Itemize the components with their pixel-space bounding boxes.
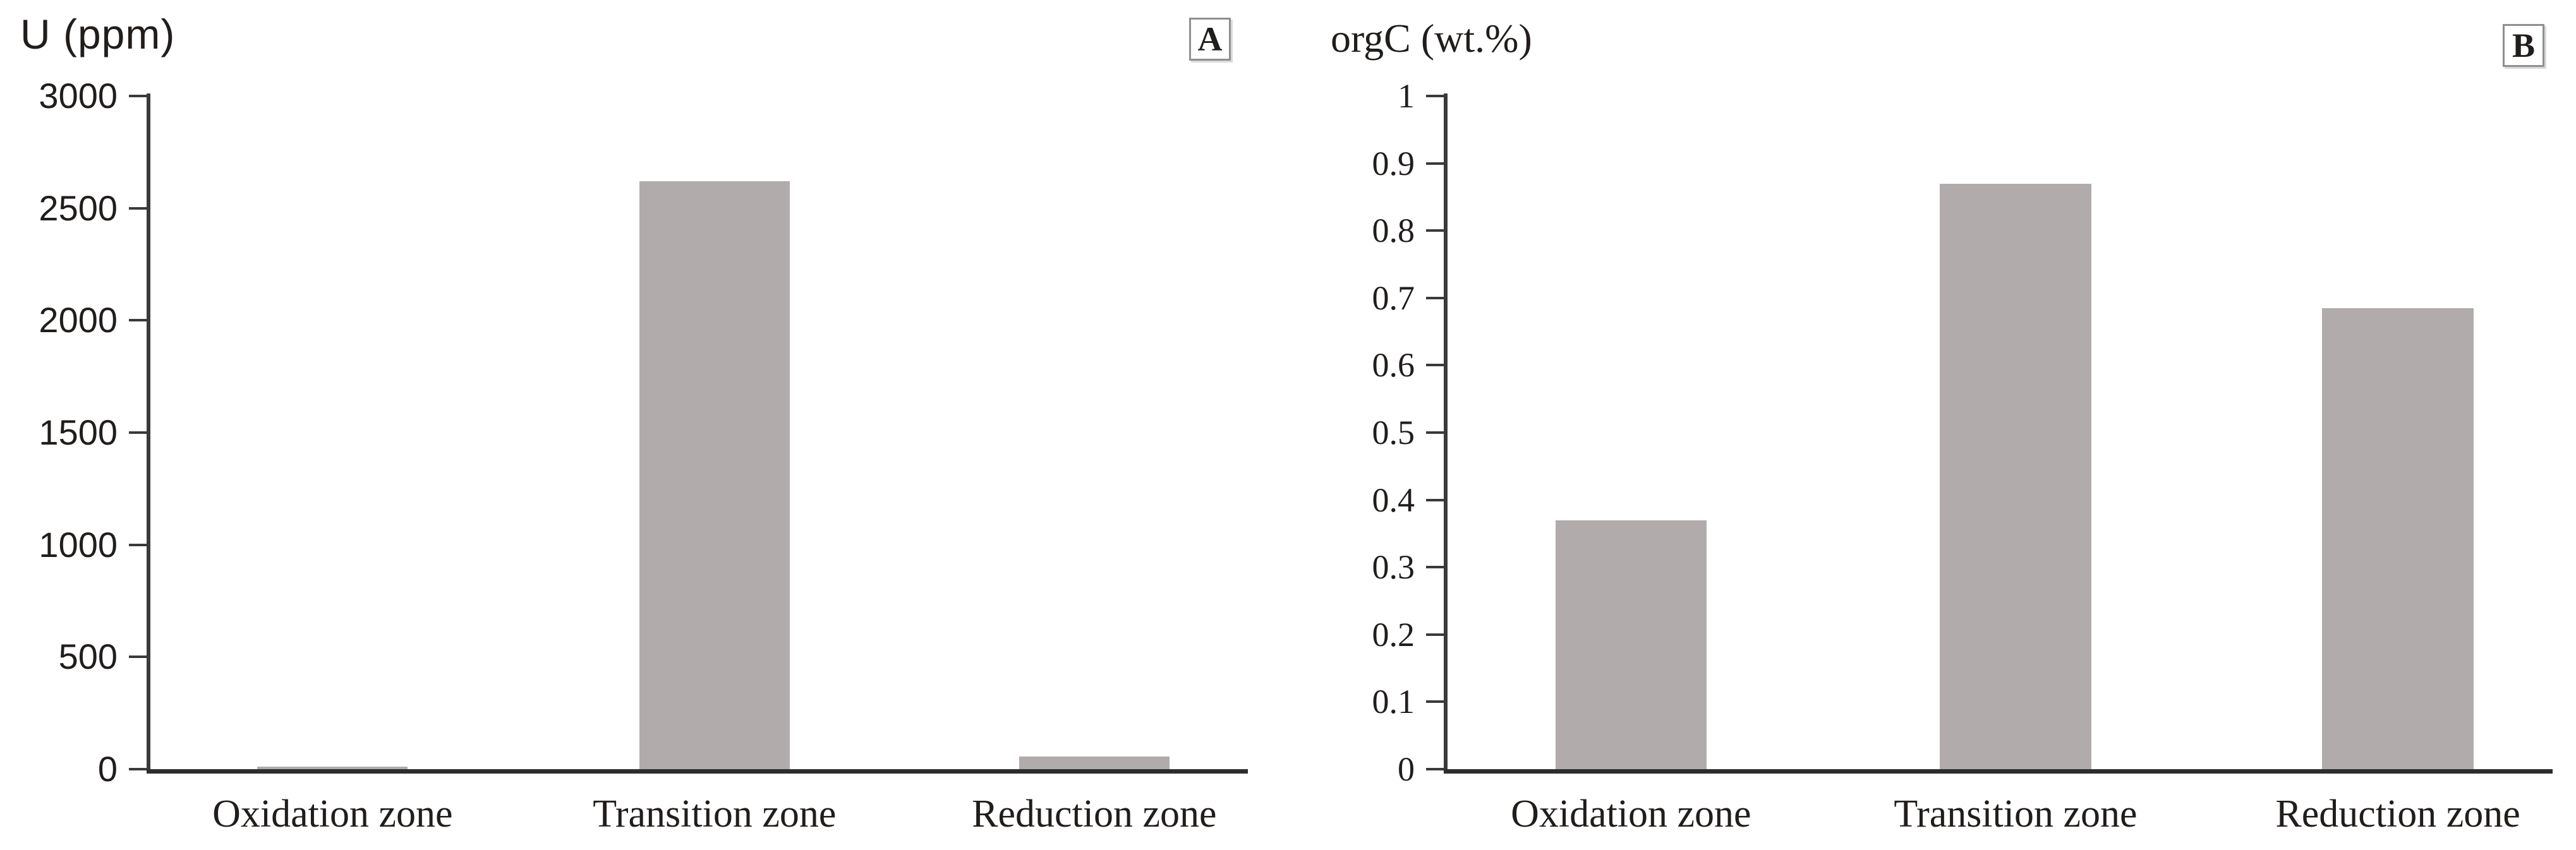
y-tick-label: 1 [1398,77,1415,115]
y-tick-mark [1426,162,1444,165]
x-axis-line [1444,769,2553,774]
x-category-label: Transition zone [1894,793,2138,835]
axis-title-u-ppm: U (ppm) [20,11,176,57]
y-tick-label: 0.2 [1372,615,1415,654]
y-tick-mark [1426,431,1444,434]
y-tick-label: 1500 [39,412,118,452]
bar-transition-zone [639,181,790,769]
bar-transition-zone [1940,183,2091,769]
y-tick-label: 2500 [39,188,118,228]
y-axis-line [147,93,150,774]
x-category-label: Oxidation zone [1511,793,1751,835]
bar-oxidation-zone [257,767,408,769]
y-tick-label: 0.1 [1372,683,1415,721]
y-tick-label: 0 [1398,750,1415,788]
y-tick-mark [129,431,147,434]
y-tick-label: 0.4 [1372,481,1415,519]
y-tick-label: 0.9 [1372,144,1415,183]
y-tick-label: 0.3 [1372,548,1415,587]
y-tick-label: 2000 [39,300,118,340]
y-tick-mark [129,768,147,770]
bar-chart-orgc: 1 0.9 0.8 0.7 0.6 0.5 0.4 0.3 0.2 0.1 0 Oxidation z… [1372,79,2553,835]
y-tick-mark [1426,768,1444,770]
panel-label-a: A [1189,18,1231,61]
y-tick-label: 1000 [39,524,118,565]
y-tick-mark [1426,364,1444,367]
y-tick-label: 0.8 [1372,212,1415,250]
y-tick-mark [129,655,147,659]
y-tick-mark [1426,296,1444,299]
y-tick-mark [1426,498,1444,501]
bar-chart-u-ppm: 3000 2500 2000 1500 1000 500 0 Oxidation zone Tr… [39,78,1248,835]
y-tick-mark [1426,633,1444,636]
panel-label-b: B [2503,24,2544,67]
y-tick-mark [129,95,147,97]
y-tick-label: 0.5 [1372,414,1415,452]
y-tick-mark [129,543,147,546]
y-tick-mark [129,319,147,322]
y-tick-label: 500 [58,637,118,677]
x-category-label: Oxidation zone [212,793,453,835]
x-category-label: Reduction zone [972,793,1217,835]
bar-oxidation-zone [1555,520,1707,769]
y-tick-label: 0.7 [1372,278,1415,317]
axis-title-orgc: orgC (wt.%) [1331,16,1532,61]
y-tick-mark [1426,229,1444,232]
y-tick-mark [1426,566,1444,569]
y-tick-label: 0.6 [1372,346,1415,385]
x-category-label: Transition zone [593,793,837,835]
y-tick-label: 3000 [39,76,118,116]
y-tick-label: 0 [97,749,118,789]
bar-reduction-zone [1019,757,1170,769]
x-axis-line [147,769,1248,774]
y-axis-line [1444,93,1448,774]
x-category-label: Reduction zone [2275,793,2520,835]
y-tick-mark [1426,95,1444,97]
y-tick-mark [1426,700,1444,703]
bar-reduction-zone [2322,308,2474,769]
y-tick-mark [129,207,147,210]
